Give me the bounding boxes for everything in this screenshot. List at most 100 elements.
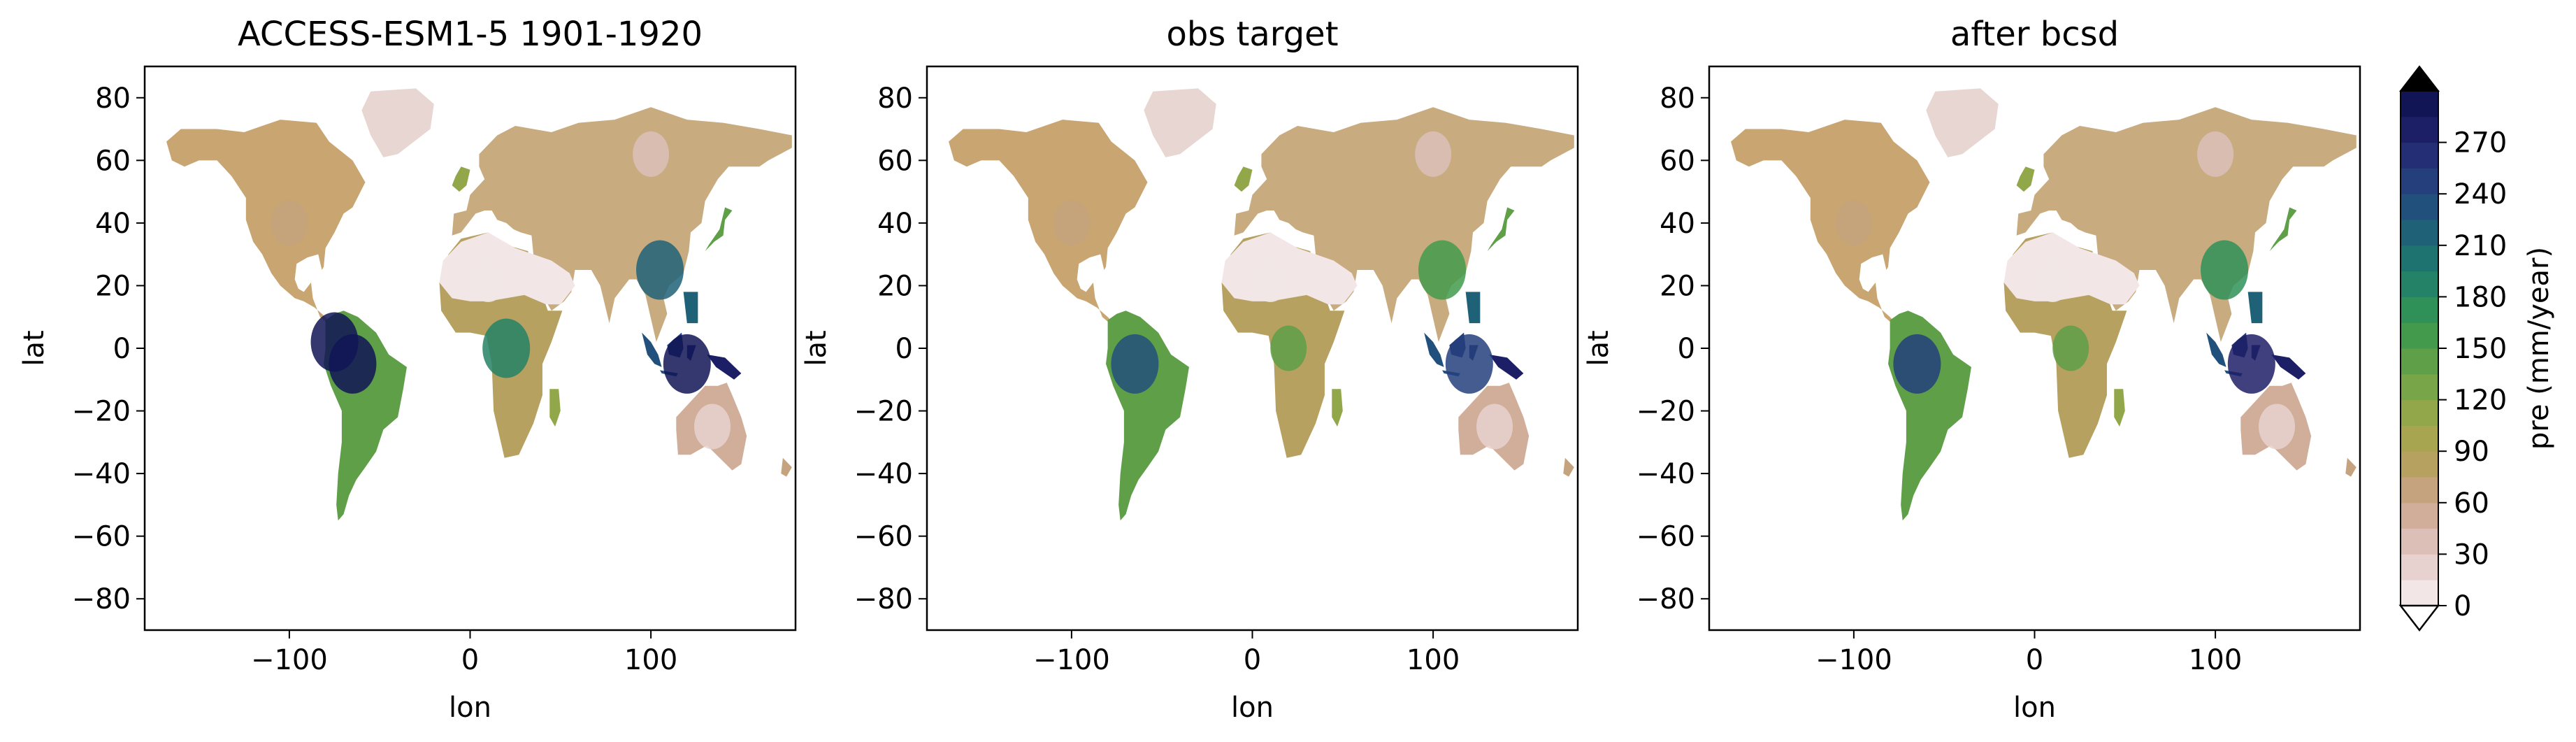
- colorbar-segment: [2401, 451, 2438, 478]
- region-se-asia: [2201, 240, 2249, 300]
- y-tick-label: 0: [1678, 333, 1695, 365]
- colorbar-segment: [2401, 373, 2438, 401]
- colorbar-segment: [2401, 580, 2438, 606]
- colorbar-segment: [2401, 245, 2438, 272]
- y-tick-label: −80: [854, 583, 913, 615]
- y-tick-label: 80: [877, 83, 913, 115]
- region-siberia: [1415, 131, 1452, 177]
- y-tick-label: 40: [877, 208, 913, 240]
- x-ticks: −100 0 100: [251, 630, 677, 676]
- colorbar-tick-label: 0: [2454, 590, 2471, 622]
- map-continents: [166, 88, 792, 521]
- y-tick-label: 20: [877, 270, 913, 302]
- colorbar-tick-label: 90: [2454, 436, 2489, 468]
- y-axis-label: lat: [18, 330, 50, 366]
- x-tick-label: −100: [1815, 644, 1892, 676]
- y-tick-label: 60: [95, 145, 131, 177]
- y-tick-label: −40: [72, 458, 131, 490]
- region-north-america: [1053, 200, 1090, 246]
- colorbar-segment: [2401, 116, 2438, 143]
- x-tick-label: 100: [624, 644, 677, 676]
- colorbar-tick-label: 270: [2454, 127, 2507, 159]
- colorbar-over-triangle: [2398, 65, 2440, 92]
- panel-bcsd: after bcsd lon lat −100 0 100 80 60 40 20 0 −20…: [1583, 15, 2361, 724]
- x-tick-label: 100: [2189, 644, 2242, 676]
- colorbar-tick-label: 180: [2454, 281, 2507, 313]
- y-tick-label: −60: [1636, 521, 1695, 553]
- region-maritime-continent: [663, 334, 711, 394]
- colorbar-under-triangle: [2398, 604, 2440, 632]
- map-continents: [949, 88, 1574, 521]
- colorbar-segment: [2401, 528, 2438, 555]
- y-tick-label: −80: [1636, 583, 1695, 615]
- panel-model: ACCESS-ESM1-5 1901-1920 lon lat −100 0 100…: [18, 15, 797, 724]
- region-maritime-continent: [1445, 334, 1493, 394]
- y-tick-label: 80: [1660, 83, 1695, 115]
- y-ticks: 80 60 40 20 0 −20 −40 −60 −80: [854, 83, 927, 615]
- colorbar-segment: [2401, 168, 2438, 194]
- colorbar-tick-label: 240: [2454, 178, 2507, 211]
- region-congo: [482, 318, 531, 378]
- colorbar-tick-label: 60: [2454, 487, 2489, 520]
- panel-title: ACCESS-ESM1-5 1901-1920: [238, 15, 703, 54]
- region-sahara: [470, 256, 507, 302]
- x-tick-label: 0: [2026, 644, 2043, 676]
- y-tick-label: 0: [113, 333, 131, 365]
- panel-title: after bcsd: [1950, 15, 2119, 54]
- y-tick-label: 40: [95, 208, 131, 240]
- colorbar-segment: [2401, 271, 2438, 297]
- panel-title: obs target: [1166, 15, 1338, 54]
- y-tick-label: −80: [72, 583, 131, 615]
- panel-obs: obs target lon lat −100 0 100 80 60 40 20 0 −20…: [800, 15, 1579, 724]
- x-ticks: −100 0 100: [1033, 630, 1460, 676]
- colorbar-segment: [2401, 297, 2438, 323]
- colorbar-segment: [2401, 502, 2438, 529]
- y-tick-label: 20: [1660, 270, 1695, 302]
- y-tick-label: 40: [1660, 208, 1695, 240]
- region-andes-west-slope: [310, 312, 359, 372]
- y-ticks: 80 60 40 20 0 −20 −40 −60 −80: [1636, 83, 1709, 615]
- x-tick-label: 100: [1406, 644, 1460, 676]
- colorbar-segment: [2401, 348, 2438, 375]
- colorbar-segment: [2401, 554, 2438, 580]
- region-se-asia: [1418, 240, 1467, 300]
- colorbar-segment: [2401, 477, 2438, 504]
- map-continents: [1731, 88, 2356, 521]
- colorbar-segment: [2401, 142, 2438, 169]
- y-ticks: 80 60 40 20 0 −20 −40 −60 −80: [72, 83, 145, 615]
- x-tick-label: 0: [461, 644, 479, 676]
- y-tick-label: −60: [72, 521, 131, 553]
- y-tick-label: 80: [95, 83, 131, 115]
- precip-hotspots: [1053, 131, 1513, 450]
- colorbar: 0 30 60 90 120 150 180 210 240 270 pre (mm/year): [2398, 65, 2555, 632]
- region-sahara: [2034, 256, 2071, 302]
- x-ticks: −100 0 100: [1815, 630, 2242, 676]
- region-north-america: [1835, 200, 1872, 246]
- y-tick-label: −20: [72, 396, 131, 428]
- region-north-america: [271, 200, 308, 246]
- region-congo: [2052, 325, 2089, 371]
- x-axis-label: lon: [1231, 692, 1274, 724]
- y-tick-label: −20: [854, 396, 913, 428]
- colorbar-segments: [2401, 91, 2438, 606]
- region-maritime-continent: [2227, 334, 2275, 394]
- region-australia-interior: [1476, 404, 1513, 450]
- colorbar-segment: [2401, 91, 2438, 117]
- x-tick-label: 0: [1244, 644, 1261, 676]
- colorbar-segment: [2401, 425, 2438, 452]
- y-tick-label: −60: [854, 521, 913, 553]
- region-australia-interior: [2259, 404, 2296, 450]
- x-axis-label: lon: [449, 692, 491, 724]
- y-tick-label: −40: [1636, 458, 1695, 490]
- y-tick-label: −40: [854, 458, 913, 490]
- region-australia-interior: [694, 404, 731, 450]
- colorbar-tick-label: 210: [2454, 230, 2507, 262]
- colorbar-tick-label: 120: [2454, 385, 2507, 417]
- y-tick-label: 60: [1660, 145, 1695, 177]
- precip-hotspots: [271, 131, 731, 450]
- y-axis-label: lat: [1583, 330, 1615, 366]
- colorbar-segment: [2401, 220, 2438, 246]
- colorbar-tick-label: 30: [2454, 538, 2489, 571]
- y-tick-label: −20: [1636, 396, 1695, 428]
